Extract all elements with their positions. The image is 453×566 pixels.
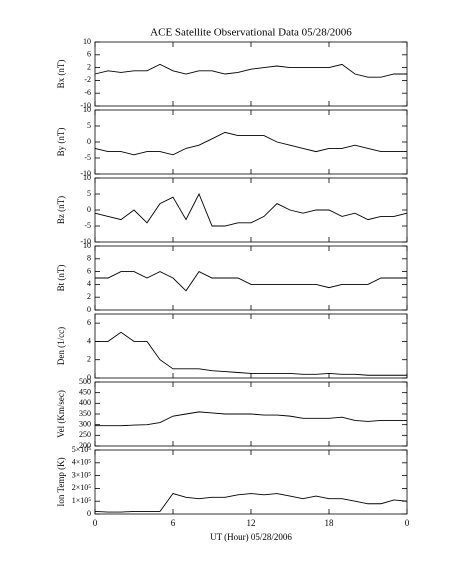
y-axis-label: Ion Temp (K)	[56, 457, 66, 506]
y-tick-label: -6	[84, 88, 91, 97]
y-tick-label: 3×10⁵	[72, 470, 92, 479]
y-tick-label: 450	[79, 387, 91, 396]
y-tick-label: 8	[87, 254, 91, 263]
y-tick-label: 10	[83, 37, 91, 46]
chart-title: ACE Satellite Observational Data 05/28/2…	[150, 27, 352, 39]
y-tick-label: 200	[79, 441, 91, 450]
y-tick-label: 4×10⁵	[72, 458, 92, 467]
y-tick-label: 2	[87, 355, 91, 364]
data-line	[94, 131, 407, 156]
plot-frame	[94, 313, 408, 379]
x-tick-label: 18	[325, 518, 335, 528]
y-tick-label: 4	[87, 279, 91, 288]
y-tick-label: 0	[87, 509, 91, 518]
y-tick-label: 5	[87, 121, 91, 130]
y-tick-label: -10	[80, 169, 91, 178]
y-tick-label: 6	[87, 266, 91, 275]
data-line	[95, 271, 407, 292]
x-axis-label: UT (Hour) 05/28/2006	[210, 532, 292, 542]
y-tick-label: 4	[87, 336, 91, 345]
plot-frame	[94, 449, 408, 515]
y-tick-label: 10	[83, 241, 91, 250]
y-tick-label: 0	[87, 305, 91, 314]
y-axis-label: By (nT)	[56, 128, 66, 157]
plot-frame	[94, 109, 408, 175]
y-tick-label: 2	[87, 292, 91, 301]
x-tick-label: 12	[247, 518, 256, 528]
data-line	[94, 192, 408, 227]
data-line	[95, 331, 407, 376]
y-axis-label: Bt (nT)	[56, 265, 66, 292]
y-tick-label: -2	[84, 75, 91, 84]
y-tick-label: 6	[87, 318, 91, 327]
data-line	[94, 63, 407, 78]
y-tick-label: 0	[87, 137, 91, 146]
y-tick-label: -10	[80, 237, 91, 246]
y-tick-label: 300	[79, 419, 91, 428]
y-tick-label: 10	[83, 173, 91, 182]
y-tick-label: 5	[87, 189, 91, 198]
data-line	[94, 492, 408, 513]
y-tick-label: 1×10⁵	[72, 496, 92, 505]
x-tick-label: 0	[405, 518, 410, 528]
y-tick-label: 6	[87, 50, 91, 59]
y-axis-label: Den (1/cc)	[56, 327, 66, 365]
y-tick-label: -5	[84, 221, 91, 230]
x-tick-label: 6	[171, 518, 176, 528]
y-tick-label: 10	[83, 105, 91, 114]
y-axis-label: Vel (Km/sec)	[56, 390, 66, 438]
x-tick-label: 0	[93, 518, 98, 528]
y-axis-label: Bz (nT)	[56, 196, 66, 224]
plot-frame	[94, 41, 408, 107]
y-tick-label: 5×10⁵	[72, 445, 92, 454]
y-axis-label: Bx (nT)	[56, 60, 66, 89]
y-tick-label: 250	[79, 430, 91, 439]
data-line	[95, 411, 407, 427]
y-tick-label: 0	[87, 205, 91, 214]
plot-frame	[94, 177, 408, 243]
y-tick-label: 2	[87, 62, 91, 71]
y-tick-label: -10	[80, 101, 91, 110]
y-tick-label: 2×10⁵	[72, 483, 92, 492]
y-tick-label: 400	[79, 398, 91, 407]
y-tick-label: 0	[87, 373, 91, 382]
y-tick-label: 350	[79, 409, 91, 418]
y-tick-label: -5	[84, 153, 91, 162]
y-tick-label: 500	[79, 377, 91, 386]
plot-frame	[94, 245, 408, 311]
